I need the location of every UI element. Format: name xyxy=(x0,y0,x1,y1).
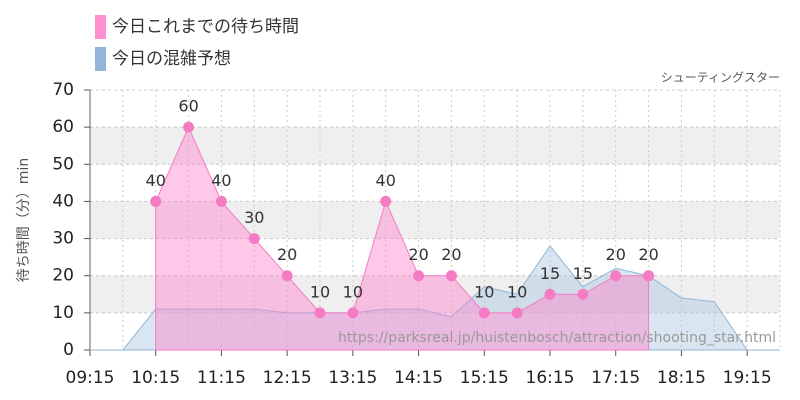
x-tick-label: 09:15 xyxy=(66,368,115,388)
point xyxy=(215,195,227,207)
point xyxy=(183,121,195,133)
x-tick-label: 17:15 xyxy=(591,368,640,388)
x-tick-label: 16:15 xyxy=(526,368,575,388)
value-label: 20 xyxy=(408,245,428,264)
legend-swatch xyxy=(95,47,106,71)
value-label: 10 xyxy=(507,282,527,301)
value-label: 10 xyxy=(343,282,363,301)
x-tick-label: 12:15 xyxy=(263,368,312,388)
y-tick-label: 60 xyxy=(52,117,74,137)
point xyxy=(610,270,622,282)
y-tick-label: 50 xyxy=(52,154,74,174)
point xyxy=(511,307,523,319)
value-label: 15 xyxy=(573,264,593,283)
value-label: 40 xyxy=(146,171,166,190)
y-tick-label: 10 xyxy=(52,303,74,323)
legend-label: 今日の混雑予想 xyxy=(112,49,231,69)
x-tick-label: 14:15 xyxy=(394,368,443,388)
grid-band xyxy=(90,275,780,313)
y-tick-label: 0 xyxy=(63,340,74,360)
value-label: 20 xyxy=(638,245,658,264)
legend-label: 今日これまでの待ち時間 xyxy=(112,17,299,37)
area xyxy=(90,245,780,351)
point xyxy=(478,307,490,319)
point xyxy=(643,270,655,282)
legend-swatch xyxy=(95,15,106,39)
value-label: 20 xyxy=(277,245,297,264)
point xyxy=(577,288,589,300)
point xyxy=(248,233,260,245)
x-tick-label: 10:15 xyxy=(131,368,180,388)
x-tick-label: 18:15 xyxy=(657,368,706,388)
subtitle: シューティングスター xyxy=(661,71,780,85)
x-tick-label: 15:15 xyxy=(460,368,509,388)
value-label: 20 xyxy=(606,245,626,264)
point xyxy=(380,195,392,207)
value-label: 40 xyxy=(376,171,396,190)
grid-band xyxy=(90,201,780,239)
value-label: 60 xyxy=(178,97,198,116)
x-tick-label: 13:15 xyxy=(328,368,377,388)
value-label: 10 xyxy=(474,282,494,301)
value-label: 10 xyxy=(310,282,330,301)
y-tick-label: 20 xyxy=(52,266,74,286)
source-url: https://parksreal.jp/huistenbosch/attrac… xyxy=(338,330,776,346)
point xyxy=(314,307,326,319)
y-tick-label: 30 xyxy=(52,229,74,249)
grid-band xyxy=(90,127,780,165)
value-label: 20 xyxy=(441,245,461,264)
y-axis-label: 待ち時間（分）min xyxy=(16,158,32,282)
value-label: 15 xyxy=(540,264,560,283)
value-label: 40 xyxy=(211,171,231,190)
point xyxy=(544,288,556,300)
point xyxy=(150,195,162,207)
point xyxy=(445,270,457,282)
value-label: 30 xyxy=(244,208,264,227)
y-tick-label: 70 xyxy=(52,80,74,100)
x-tick-label: 19:15 xyxy=(723,368,772,388)
point xyxy=(413,270,425,282)
y-tick-label: 40 xyxy=(52,191,74,211)
x-tick-label: 11:15 xyxy=(197,368,246,388)
point xyxy=(347,307,359,319)
point xyxy=(281,270,293,282)
